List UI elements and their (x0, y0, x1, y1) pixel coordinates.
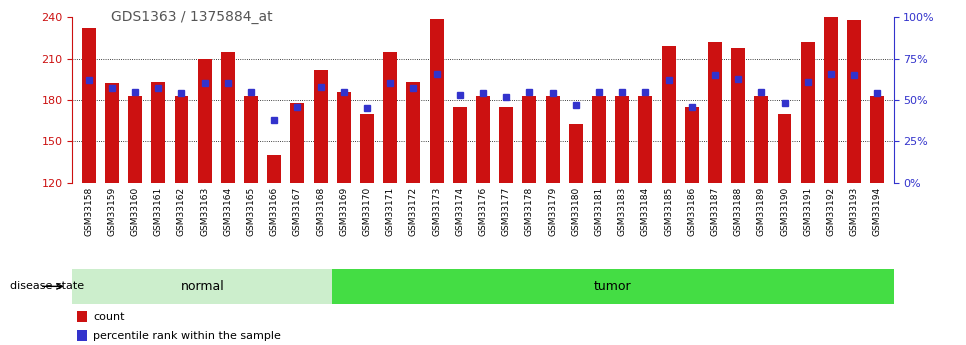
Bar (82, 28, 96, 183)
Bar (105, 83, 119, 183)
Bar (430, 19, 443, 183)
Text: GSM33163: GSM33163 (200, 187, 210, 236)
Text: GSM33159: GSM33159 (107, 187, 116, 236)
Text: count: count (93, 312, 125, 322)
Text: GSM33173: GSM33173 (432, 187, 441, 236)
Bar (708, 42, 722, 183)
Bar (198, 59, 212, 183)
Bar (639, 96, 652, 183)
Bar (175, 96, 188, 183)
Text: GSM33187: GSM33187 (710, 187, 720, 236)
Text: GSM33193: GSM33193 (850, 187, 859, 236)
Bar (569, 124, 582, 183)
Bar (615, 96, 629, 183)
Bar (801, 42, 814, 183)
Bar (546, 96, 559, 183)
Bar (72, 269, 332, 304)
Text: GSM33183: GSM33183 (617, 187, 627, 236)
Bar (662, 46, 675, 183)
Text: GSM33172: GSM33172 (409, 187, 418, 236)
Text: GSM33164: GSM33164 (223, 187, 233, 236)
Bar (407, 82, 420, 183)
Bar (76, 330, 87, 341)
Text: GSM33174: GSM33174 (455, 187, 465, 236)
Text: GSM33176: GSM33176 (478, 187, 488, 236)
Bar (76, 311, 87, 322)
Text: percentile rank within the sample: percentile rank within the sample (93, 331, 281, 341)
Bar (314, 70, 327, 183)
Bar (592, 96, 606, 183)
Bar (221, 52, 235, 183)
Text: GSM33190: GSM33190 (780, 187, 789, 236)
Bar (453, 107, 467, 183)
Text: GSM33185: GSM33185 (664, 187, 673, 236)
Text: GSM33188: GSM33188 (733, 187, 743, 236)
Text: GSM33165: GSM33165 (246, 187, 256, 236)
Bar (523, 96, 536, 183)
Text: disease state: disease state (10, 282, 84, 291)
Text: GSM33181: GSM33181 (594, 187, 604, 236)
Text: GSM33168: GSM33168 (316, 187, 326, 236)
Bar (731, 48, 745, 183)
Text: normal: normal (181, 280, 224, 293)
Bar (847, 20, 861, 183)
Text: GSM33184: GSM33184 (640, 187, 650, 236)
Text: GSM33191: GSM33191 (803, 187, 812, 236)
Bar (476, 96, 490, 183)
Text: GSM33189: GSM33189 (756, 187, 766, 236)
Text: GSM33166: GSM33166 (270, 187, 279, 236)
Text: GSM33160: GSM33160 (130, 187, 139, 236)
Bar (824, 17, 838, 183)
Text: GSM33161: GSM33161 (154, 187, 163, 236)
Bar (384, 52, 397, 183)
Bar (291, 103, 304, 183)
Bar (268, 155, 281, 183)
Text: GSM33171: GSM33171 (385, 187, 395, 236)
Bar (152, 82, 165, 183)
Text: GSM33194: GSM33194 (873, 187, 882, 236)
Text: GSM33158: GSM33158 (84, 187, 93, 236)
Text: GSM33177: GSM33177 (501, 187, 511, 236)
Text: GSM33192: GSM33192 (827, 187, 836, 236)
Text: GSM33162: GSM33162 (177, 187, 186, 236)
Bar (870, 96, 884, 183)
Bar (778, 114, 791, 183)
Text: GSM33178: GSM33178 (525, 187, 534, 236)
Text: GSM33167: GSM33167 (293, 187, 302, 236)
Bar (754, 96, 768, 183)
Text: GSM33179: GSM33179 (548, 187, 557, 236)
Bar (337, 92, 351, 183)
Text: GDS1363 / 1375884_at: GDS1363 / 1375884_at (111, 10, 272, 24)
Text: tumor: tumor (594, 280, 632, 293)
Bar (360, 114, 374, 183)
Text: GSM33169: GSM33169 (339, 187, 349, 236)
Bar (332, 269, 894, 304)
Text: GSM33180: GSM33180 (571, 187, 581, 236)
Text: GSM33170: GSM33170 (362, 187, 372, 236)
Bar (128, 96, 142, 183)
Text: GSM33186: GSM33186 (687, 187, 696, 236)
Bar (685, 107, 698, 183)
Bar (499, 107, 513, 183)
Bar (244, 96, 258, 183)
